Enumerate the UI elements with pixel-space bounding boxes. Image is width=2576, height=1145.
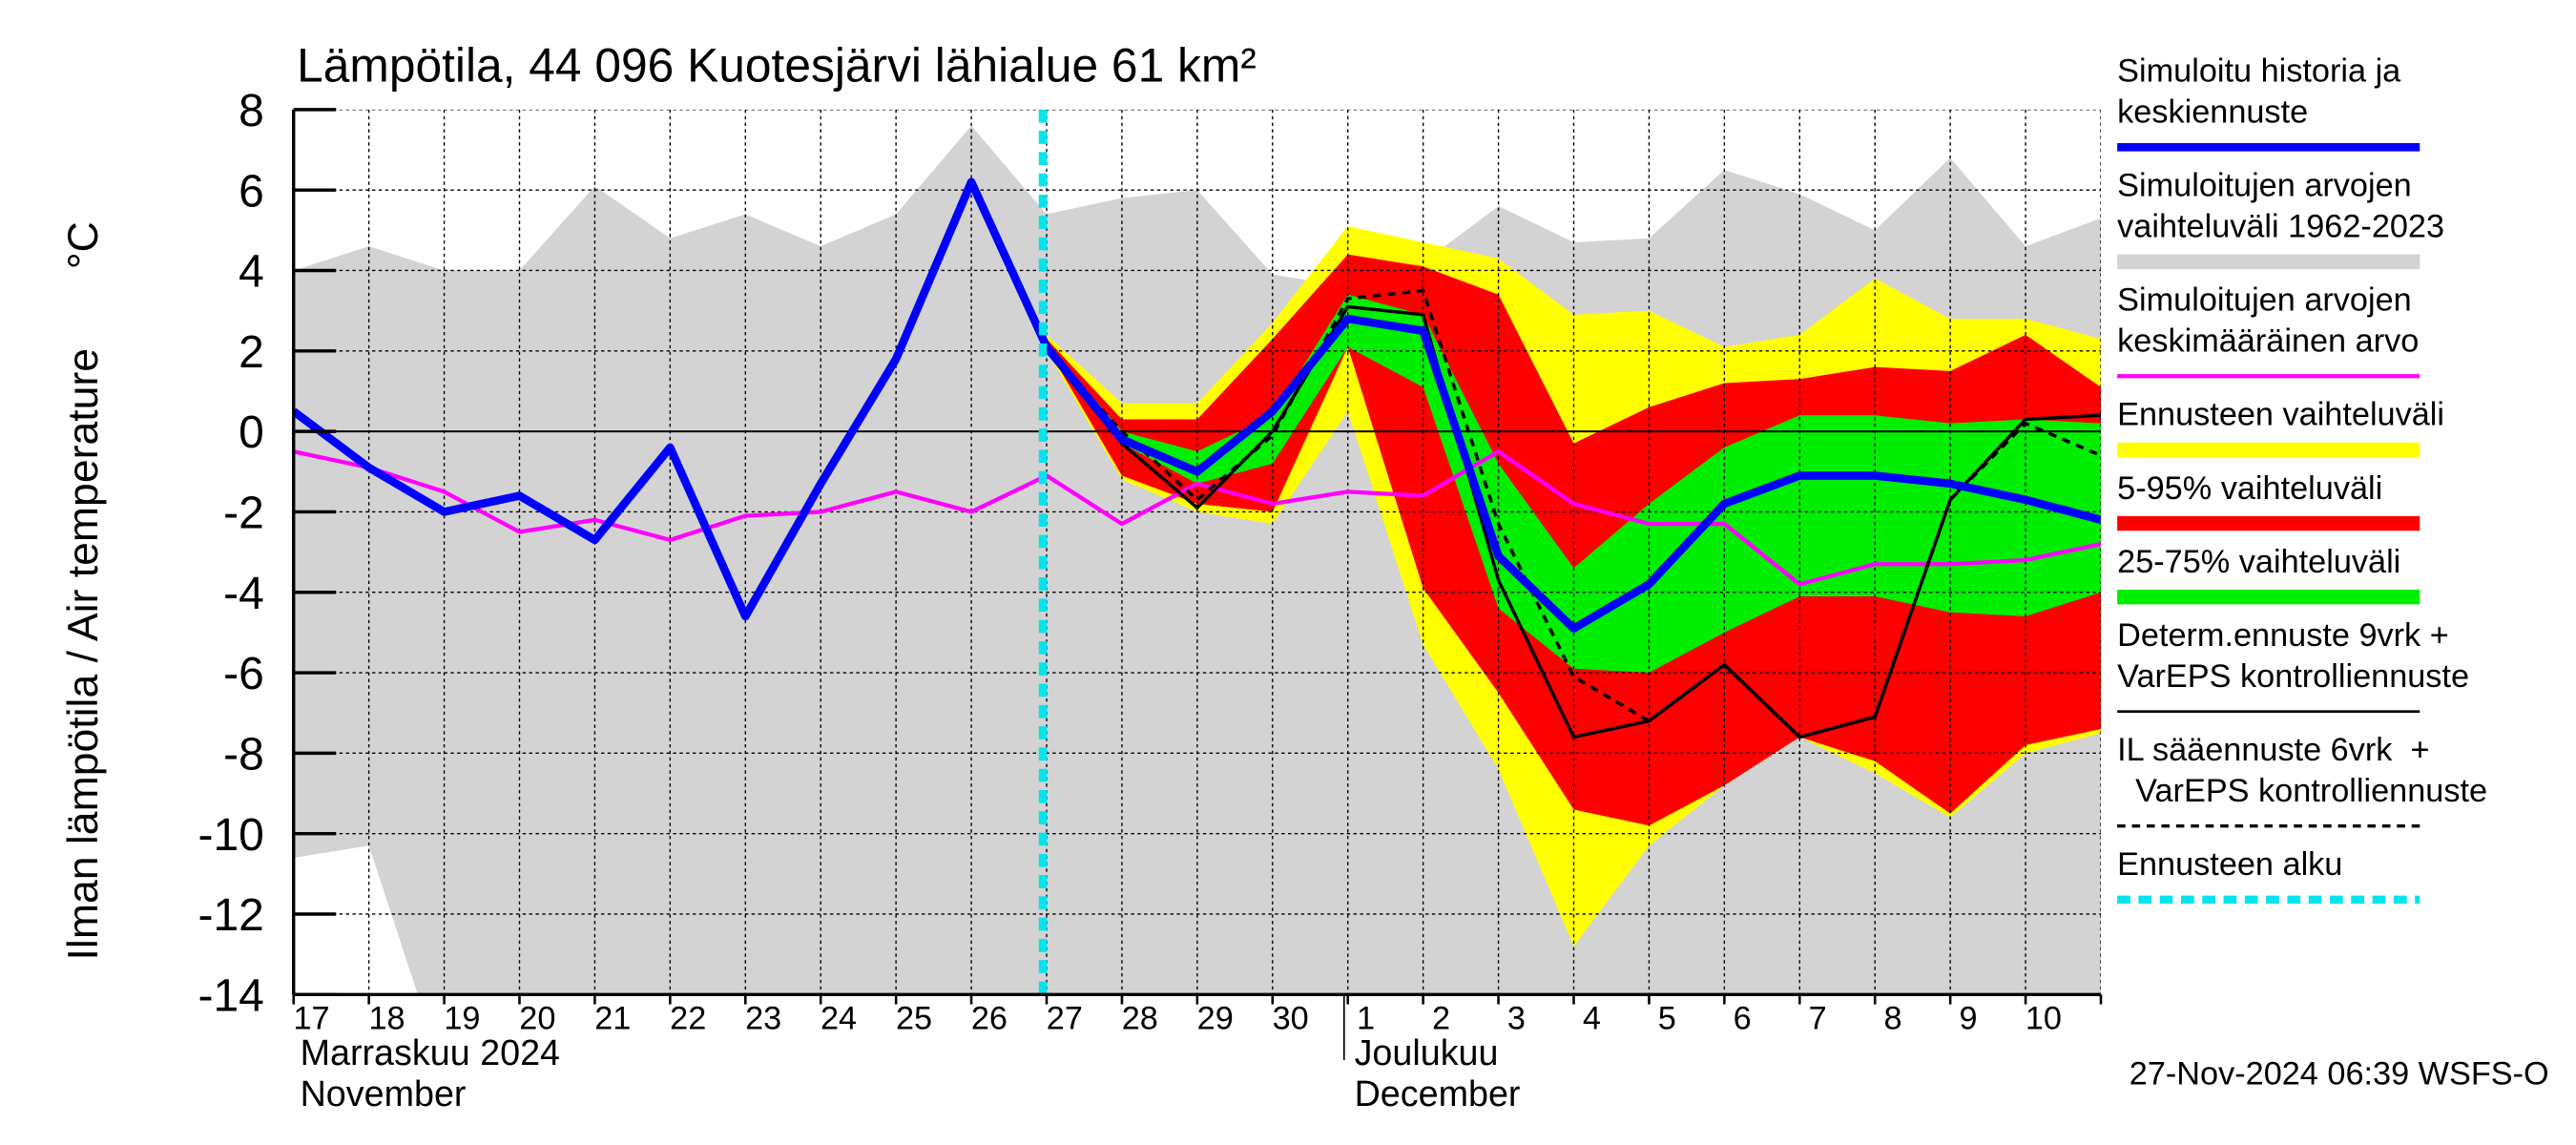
y-axis-unit: °C [60, 221, 107, 269]
legend-label: Ennusteen vaihteluväli [2117, 397, 2444, 433]
y-tick-label: 6 [239, 166, 264, 217]
y-tick-label: 8 [239, 86, 264, 136]
x-tick-label: 29 [1197, 1000, 1234, 1036]
timestamp: 27-Nov-2024 06:39 WSFS-O [2129, 1056, 2549, 1093]
legend-label: VarEPS kontrolliennuste [2117, 773, 2487, 809]
y-tick-label: 0 [239, 407, 264, 458]
legend-label: keskimääräinen arvo [2117, 323, 2419, 360]
series-line [293, 177, 2101, 633]
legend-label: Ennusteen alku [2117, 846, 2342, 883]
x-tick-label: 24 [821, 1000, 857, 1036]
y-tick-label: -8 [223, 729, 264, 780]
series-line [293, 449, 2101, 587]
legend-label: 25-75% vaihteluväli [2117, 544, 2400, 580]
legend-label: VarEPS kontrolliennuste [2117, 658, 2469, 695]
x-tick-label: 26 [971, 1000, 1008, 1036]
x-tick-label: 4 [1583, 1000, 1601, 1036]
legend-label: Simuloitujen arvojen [2117, 282, 2412, 319]
x-tick-label: 25 [896, 1000, 932, 1036]
band [1047, 294, 2101, 674]
month-label: Marraskuu 2024 [301, 1032, 560, 1072]
month-label: Joulukuu [1355, 1032, 1499, 1072]
x-tick-label: 18 [368, 1000, 405, 1036]
x-tick-label: 23 [745, 1000, 781, 1036]
chart-title: Lämpötila, 44 096 Kuotesjärvi lähialue 6… [297, 39, 1257, 93]
x-tick-label: 8 [1884, 1000, 1902, 1036]
legend-label: Simuloitu historia ja [2117, 53, 2401, 90]
x-tick-label: 21 [594, 1000, 631, 1036]
y-tick-label: 2 [239, 327, 264, 378]
x-tick-label: 27 [1047, 1000, 1083, 1036]
y-tick-label: -2 [223, 489, 264, 539]
month-label: November [301, 1073, 467, 1114]
x-tick-label: 30 [1273, 1000, 1309, 1036]
month-label: December [1355, 1073, 1521, 1114]
x-tick-label: 1 [1357, 1000, 1375, 1036]
y-tick-label: -10 [197, 810, 263, 861]
x-tick-label: 6 [1734, 1000, 1752, 1036]
x-tick-label: 5 [1658, 1000, 1676, 1036]
y-tick-label: -6 [223, 649, 264, 699]
legend-label: vaihteluväli 1962-2023 [2117, 209, 2444, 245]
y-tick-label: 4 [239, 247, 264, 298]
series-line [969, 181, 2101, 739]
y-tick-label: -14 [197, 970, 263, 1021]
x-tick-label: 10 [2025, 1000, 2062, 1036]
x-tick-label: 28 [1122, 1000, 1158, 1036]
x-tick-label: 2 [1432, 1000, 1450, 1036]
legend-label: Simuloitujen arvojen [2117, 168, 2412, 204]
x-tick-label: 17 [294, 1000, 330, 1036]
legend-label: Determ.ennuste 9vrk + [2117, 617, 2449, 654]
legend-label: keskiennuste [2117, 94, 2308, 131]
plot-area [293, 109, 2101, 995]
x-tick-label: 20 [519, 1000, 555, 1036]
x-tick-label: 22 [670, 1000, 706, 1036]
x-tick-label: 7 [1809, 1000, 1827, 1036]
y-axis-label: Ilman lämpötila / Air temperature [60, 348, 107, 960]
x-tick-label: 3 [1507, 1000, 1526, 1036]
legend-label: 5-95% vaihteluväli [2117, 470, 2382, 507]
legend-label: IL sääennuste 6vrk + [2117, 732, 2429, 768]
y-tick-label: -4 [223, 569, 264, 619]
x-tick-label: 9 [1959, 1000, 1977, 1036]
x-tick-label: 19 [444, 1000, 480, 1036]
y-tick-label: -12 [197, 890, 263, 941]
